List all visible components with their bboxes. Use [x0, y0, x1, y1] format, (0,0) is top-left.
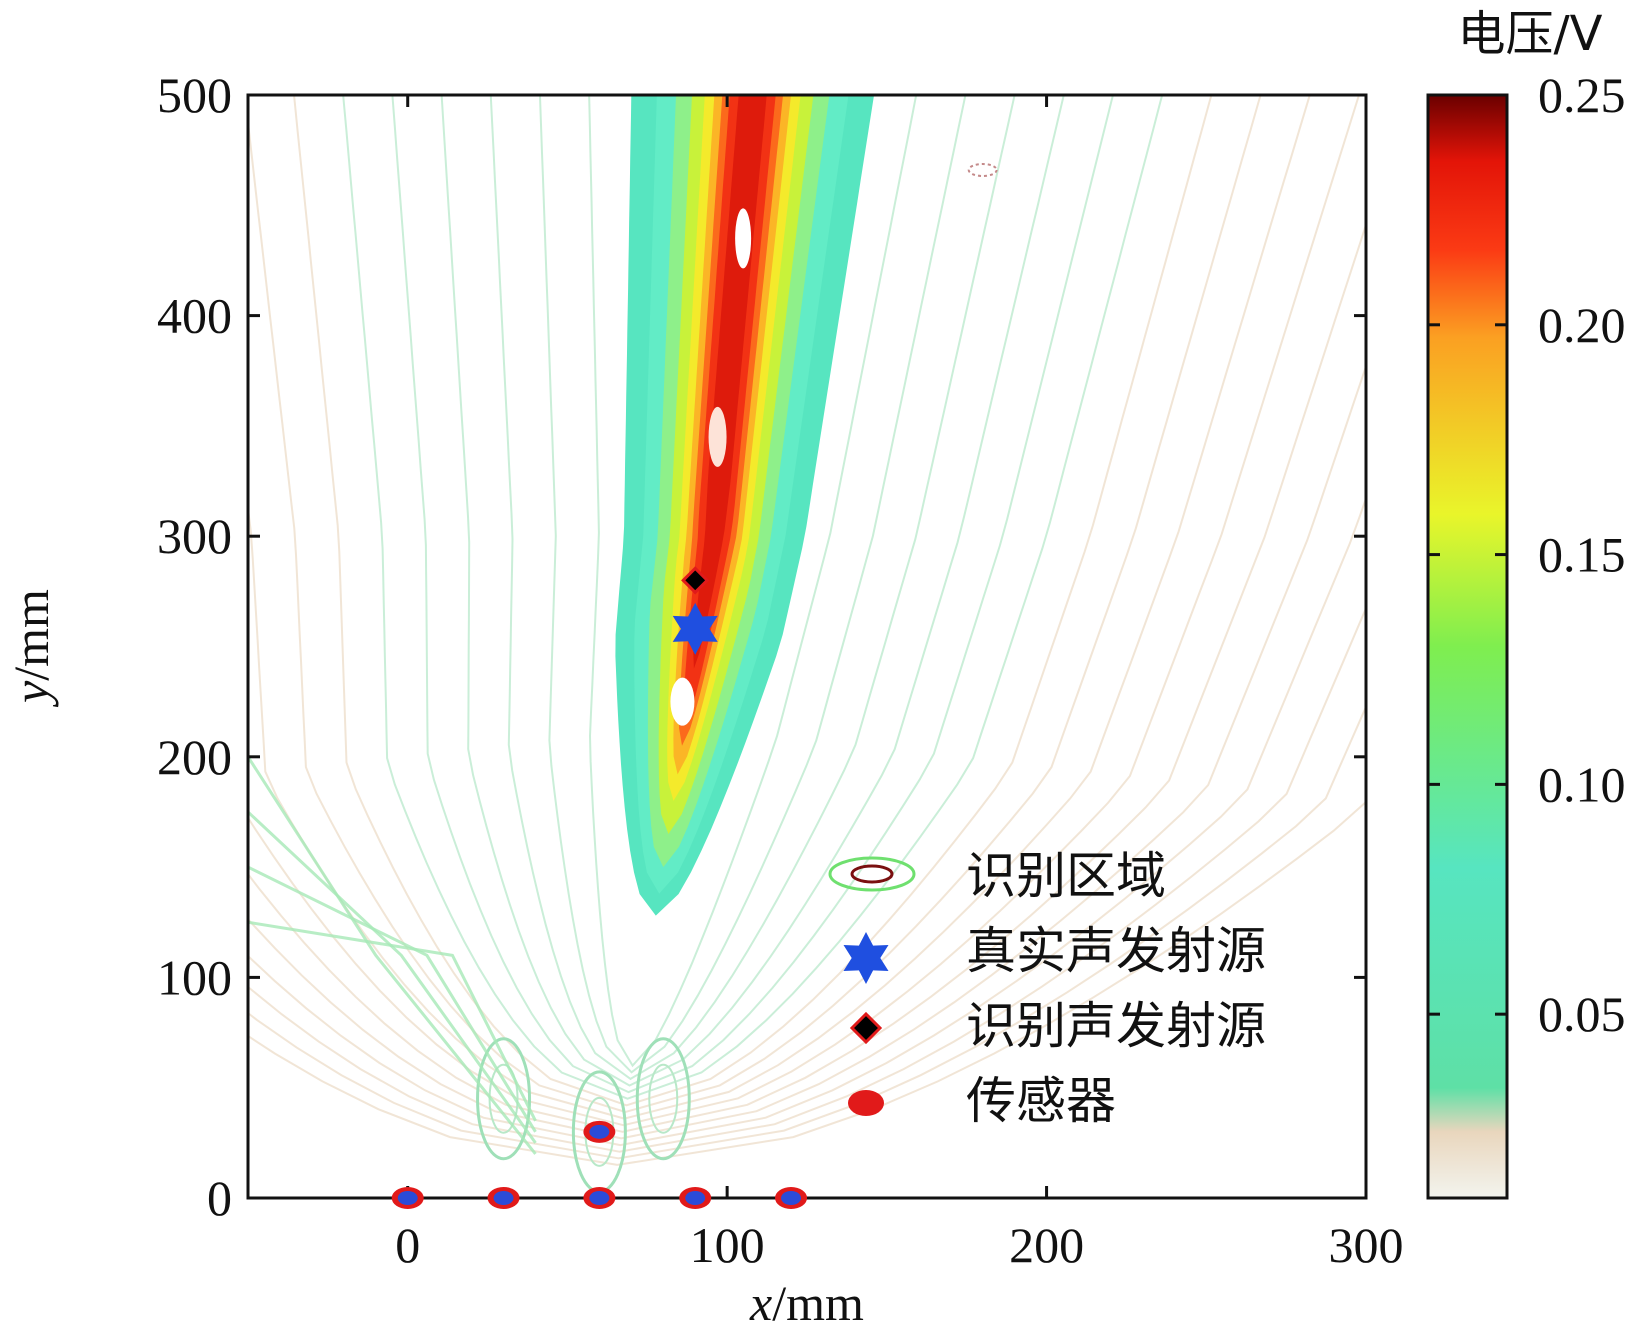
- contour-hole: [735, 208, 752, 269]
- contour-line: [248, 95, 1361, 1127]
- contour-line: [476, 1037, 532, 1161]
- y-tick-label: 300: [157, 508, 232, 564]
- colorbar-title: 电压/V: [1457, 6, 1602, 62]
- legend-label-true-source: 真实声发射源: [966, 922, 1266, 980]
- contour-line: [967, 163, 998, 178]
- colorbar-ticks: 0.05 0.10 0.15 0.20 0.25: [1428, 67, 1626, 1042]
- true-source-marker: [672, 602, 718, 655]
- x-tick-label: 100: [690, 1217, 765, 1273]
- y-tick-label: 500: [157, 67, 232, 123]
- sensor-marker-inner: [397, 1191, 418, 1205]
- colorbar-tick-label: 0.25: [1538, 67, 1626, 123]
- y-tick-label: 0: [207, 1170, 232, 1226]
- contour-line: [391, 95, 1115, 1094]
- contour-line: [588, 95, 918, 1068]
- contour-line: [342, 95, 1164, 1100]
- sensor-marker-inner: [685, 1191, 706, 1205]
- contour-line: [248, 704, 1366, 1160]
- contour-line: [538, 95, 967, 1074]
- x-axis-label: x/mm: [749, 1275, 864, 1324]
- contour-line: [248, 221, 1366, 1133]
- legend-item-sensor: 传感器: [848, 1072, 1116, 1130]
- identified-source-marker: [681, 566, 710, 595]
- contour-line: [489, 95, 1016, 1081]
- data-markers: [391, 566, 808, 1209]
- contour-line: [248, 605, 1366, 1153]
- sensor-marker-inner: [589, 1191, 610, 1205]
- contour-hole: [708, 406, 727, 467]
- legend-region-inner-ellipse: [850, 864, 894, 884]
- sensor-marker-inner: [781, 1191, 802, 1205]
- x-tick-label: 0: [395, 1217, 420, 1273]
- x-axis: 0 100 200 300: [395, 95, 1404, 1273]
- legend-label-region: 识别区域: [966, 847, 1166, 905]
- contour-line: [248, 495, 1366, 1147]
- contour-line: [648, 1063, 679, 1134]
- legend-diamond-icon: [849, 1011, 883, 1045]
- y-tick-label: 200: [157, 729, 232, 785]
- colorbar-tick-label: 0.05: [1538, 986, 1626, 1042]
- legend-item-region: 识别区域: [828, 847, 1166, 905]
- y-tick-label: 100: [157, 949, 232, 1005]
- colorbar-tick-label: 0.20: [1538, 297, 1626, 353]
- contour-line: [248, 755, 537, 1155]
- colorbar: 电压/V 0.05 0.10 0.15 0.20 0.25: [1426, 6, 1626, 1200]
- legend-sensor-icon: [848, 1090, 884, 1116]
- colorbar-gradient: [1426, 93, 1509, 1200]
- legend-item-identified-source: 识别声发射源: [849, 997, 1266, 1055]
- legend-label-identified-source: 识别声发射源: [966, 997, 1266, 1055]
- contour-hole: [670, 677, 695, 726]
- contour-line: [248, 95, 1262, 1114]
- legend-star-icon: [843, 932, 889, 984]
- legend-label-sensor: 传感器: [966, 1072, 1116, 1130]
- contour-line: [248, 95, 1311, 1120]
- contour-line: [293, 95, 1213, 1107]
- contour-line: [248, 363, 1366, 1140]
- colorbar-tick-label: 0.10: [1538, 756, 1626, 812]
- contour-line: [635, 1037, 691, 1161]
- x-tick-label: 300: [1329, 1217, 1404, 1273]
- x-tick-label: 200: [1009, 1217, 1084, 1273]
- contour-field: [248, 95, 1366, 1194]
- colorbar-tick-label: 0.15: [1538, 527, 1626, 583]
- contour-line: [248, 865, 537, 1133]
- y-tick-label: 400: [157, 288, 232, 344]
- contour-line: [440, 95, 1065, 1087]
- legend-region-outer-ellipse: [828, 856, 916, 892]
- y-axis: 0 100 200 300 400 500: [157, 67, 1366, 1226]
- y-axis-label: y/mm: [3, 589, 59, 708]
- sensor-marker-inner: [493, 1191, 514, 1205]
- legend-item-true-source: 真实声发射源: [843, 922, 1266, 984]
- contour-line: [248, 920, 537, 1122]
- contour-line: [248, 810, 537, 1144]
- sensor-marker-inner: [589, 1124, 610, 1139]
- legend: 识别区域 真实声发射源 识别声发射源 传感器: [828, 847, 1266, 1130]
